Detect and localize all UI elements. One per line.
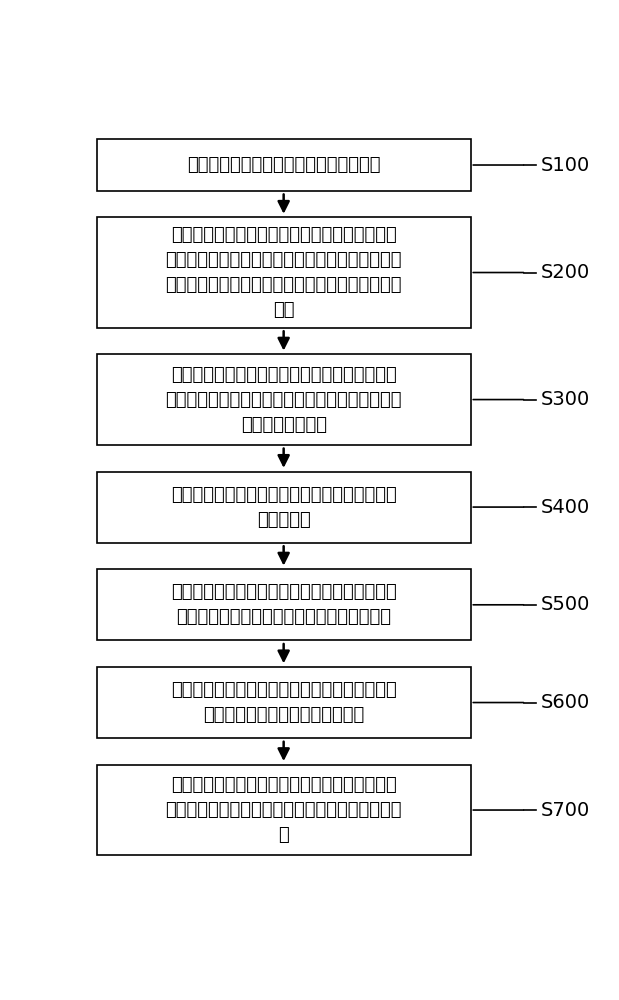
Bar bbox=[97, 765, 471, 855]
Text: 将接线端子中间的圆孔对准已粘结好的应变片，
平放在样件上，将应变片引线和测试导线分别连接
在对应接线端子上: 将接线端子中间的圆孔对准已粘结好的应变片， 平放在样件上，将应变片引线和测试导线… bbox=[165, 366, 402, 434]
Bar bbox=[97, 354, 471, 445]
Text: 设定激光器的相应参数，然后将飞秒激光脉冲聚
焦到样件待测表面进行加工得到线: 设定激光器的相应参数，然后将飞秒激光脉冲聚 焦到样件待测表面进行加工得到线 bbox=[171, 681, 397, 724]
Text: 应变仪调零，并检查应变片与样件绝缘程度和阻
值变化情况，同时还要检查贴片方位是否正确: 应变仪调零，并检查应变片与样件绝缘程度和阻 值变化情况，同时还要检查贴片方位是否… bbox=[171, 583, 397, 626]
Text: S300: S300 bbox=[540, 390, 589, 409]
Text: 连接应变仪，将应变片和补偿片分别连接在应变
仪的端口上: 连接应变仪，将应变片和补偿片分别连接在应变 仪的端口上 bbox=[171, 486, 397, 529]
Text: S100: S100 bbox=[540, 156, 589, 175]
Text: S400: S400 bbox=[540, 498, 589, 517]
Bar bbox=[97, 472, 471, 543]
Bar bbox=[97, 139, 471, 191]
Text: S200: S200 bbox=[540, 263, 589, 282]
Text: 对样件待测部位进行打磨，确保表面光滑: 对样件待测部位进行打磨，确保表面光滑 bbox=[187, 156, 381, 174]
Text: 在应变片底面涂抹一层粘结剂并刮平，立即对准
样件待测部位，将应变片底面向下平放在样件上，
轻压使其与样件表面紧密结合，经过设定时间使其
阴干: 在应变片底面涂抹一层粘结剂并刮平，立即对准 样件待测部位，将应变片底面向下平放在… bbox=[165, 226, 402, 319]
Bar bbox=[97, 569, 471, 640]
Text: 当应变仪指示稳定后，测得的对应加工区释放的
应变值数据，并根据弹性力学的原理计算出残余应
力: 当应变仪指示稳定后，测得的对应加工区释放的 应变值数据，并根据弹性力学的原理计算… bbox=[165, 776, 402, 844]
Text: S500: S500 bbox=[540, 595, 590, 614]
Bar bbox=[97, 217, 471, 328]
Text: S600: S600 bbox=[540, 693, 589, 712]
Bar bbox=[97, 667, 471, 738]
Text: S700: S700 bbox=[540, 801, 589, 820]
